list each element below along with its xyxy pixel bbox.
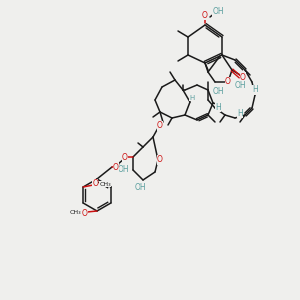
Text: H: H [252, 85, 258, 94]
Text: CH₃: CH₃ [99, 182, 111, 187]
Text: O: O [113, 163, 119, 172]
Text: O: O [202, 11, 208, 20]
Text: H: H [215, 103, 221, 112]
Text: OH: OH [212, 88, 224, 97]
Text: OH: OH [234, 80, 246, 89]
Text: OH: OH [212, 8, 224, 16]
Text: O: O [225, 77, 231, 86]
Text: O: O [92, 179, 98, 188]
Text: H: H [189, 95, 195, 101]
Text: H: H [237, 109, 243, 118]
Text: O: O [82, 208, 88, 217]
Text: OH: OH [134, 182, 146, 191]
Text: O: O [157, 155, 163, 164]
Text: CH₃: CH₃ [69, 211, 81, 215]
Text: O: O [157, 122, 163, 130]
Text: O: O [122, 152, 128, 161]
Text: OH: OH [117, 166, 129, 175]
Text: O: O [240, 73, 246, 82]
